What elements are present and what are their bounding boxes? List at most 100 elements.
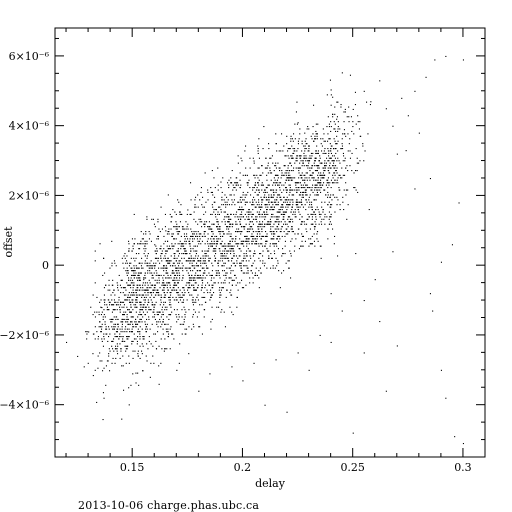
data-point: [264, 167, 266, 169]
data-point: [97, 338, 99, 340]
data-point: [299, 174, 301, 176]
data-point: [262, 235, 264, 237]
data-point: [342, 148, 344, 150]
data-point: [173, 277, 175, 279]
data-point: [147, 284, 149, 286]
data-point: [307, 165, 309, 167]
data-point: [251, 265, 253, 267]
data-point: [86, 331, 88, 333]
data-point: [125, 289, 127, 291]
data-point: [160, 253, 162, 255]
data-point: [181, 245, 183, 247]
data-point: [319, 216, 321, 218]
data-point: [176, 277, 178, 279]
data-point: [211, 274, 213, 276]
data-point: [234, 182, 236, 184]
data-point: [329, 165, 331, 167]
data-point: [270, 221, 272, 223]
data-point: [216, 218, 218, 220]
data-point: [193, 211, 195, 213]
data-point: [139, 326, 141, 328]
data-point: [289, 148, 291, 150]
data-point: [267, 162, 269, 164]
data-point: [198, 270, 200, 272]
data-point: [278, 270, 280, 272]
data-point: [170, 292, 172, 294]
data-point: [451, 244, 453, 246]
data-point: [154, 279, 156, 281]
data-point: [210, 279, 212, 281]
data-point: [262, 184, 264, 186]
data-point: [317, 240, 319, 242]
data-point: [167, 240, 169, 242]
data-point: [230, 194, 232, 196]
data-point: [292, 231, 294, 233]
data-point: [284, 221, 286, 223]
data-point: [332, 194, 334, 196]
data-point: [183, 287, 185, 289]
data-point: [122, 340, 124, 342]
data-point: [126, 255, 128, 257]
data-point: [144, 301, 146, 303]
data-point: [374, 279, 376, 281]
data-point: [278, 167, 280, 169]
data-point: [181, 301, 183, 303]
data-point: [309, 155, 311, 157]
data-point: [173, 253, 175, 255]
data-point: [258, 287, 260, 289]
data-point: [355, 253, 357, 255]
data-point: [275, 359, 277, 361]
data-point: [342, 160, 344, 162]
data-point: [287, 260, 289, 262]
data-point: [228, 221, 230, 223]
data-point: [183, 245, 185, 247]
data-point: [304, 223, 306, 225]
data-point: [258, 277, 260, 279]
data-point: [238, 201, 240, 203]
data-point: [188, 284, 190, 286]
data-point: [176, 292, 178, 294]
data-point: [315, 209, 317, 211]
data-point: [324, 167, 326, 169]
data-point: [101, 326, 103, 328]
data-point: [302, 179, 304, 181]
data-point: [340, 148, 342, 150]
data-point: [440, 369, 442, 371]
data-point: [224, 282, 226, 284]
data-point: [359, 121, 361, 123]
data-point: [224, 216, 226, 218]
data-point: [128, 299, 130, 301]
data-point: [108, 301, 110, 303]
data-point: [143, 296, 145, 298]
data-point: [201, 250, 203, 252]
data-point: [177, 292, 179, 294]
data-point: [126, 345, 128, 347]
data-point: [264, 245, 266, 247]
data-point: [222, 282, 224, 284]
data-point: [313, 213, 315, 215]
data-point: [121, 306, 123, 308]
data-point: [111, 240, 113, 242]
data-point: [200, 243, 202, 245]
data-point: [224, 326, 226, 328]
data-point: [214, 201, 216, 203]
data-point: [150, 287, 152, 289]
data-point: [143, 299, 145, 301]
data-point: [174, 238, 176, 240]
data-point: [236, 260, 238, 262]
data-point: [283, 201, 285, 203]
data-point: [247, 267, 249, 269]
data-point: [208, 284, 210, 286]
data-point: [347, 189, 349, 191]
data-point: [257, 148, 259, 150]
data-point: [261, 199, 263, 201]
data-point: [130, 282, 132, 284]
data-point: [186, 235, 188, 237]
data-point: [172, 262, 174, 264]
data-point: [231, 279, 233, 281]
data-point: [146, 289, 148, 291]
data-point: [258, 245, 260, 247]
data-point: [324, 165, 326, 167]
data-point: [218, 272, 220, 274]
data-point: [338, 174, 340, 176]
